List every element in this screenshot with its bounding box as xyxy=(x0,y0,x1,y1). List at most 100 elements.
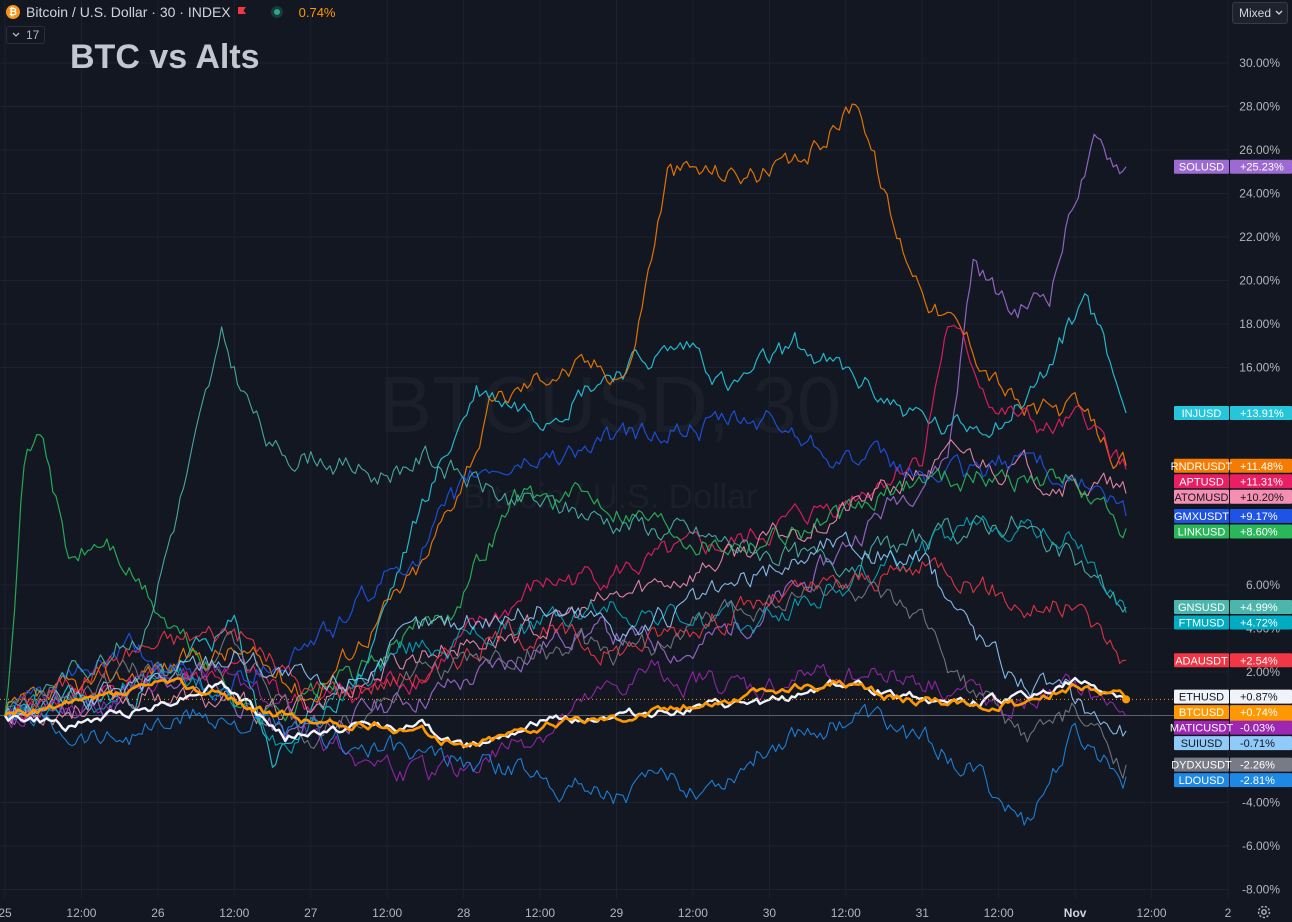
series-label-rndrusdt[interactable]: RNDRUSDT +11.48% xyxy=(1171,458,1292,473)
series-label-ldousd[interactable]: LDOUSD -2.81% xyxy=(1174,773,1292,788)
series-line-gnsusd[interactable] xyxy=(4,326,1127,719)
y-tick-label: 24.00% xyxy=(1239,187,1280,201)
series-name: FTMUSD xyxy=(1179,617,1225,629)
scale-mode-select[interactable]: Mixed xyxy=(1231,2,1288,24)
series-name: GMXUSDT xyxy=(1174,511,1229,523)
series-value-tag xyxy=(1230,405,1292,420)
series-name-tag xyxy=(1174,405,1229,420)
series-label-gmxusdt[interactable]: GMXUSDT +9.17% xyxy=(1174,509,1292,524)
btc-last-point[interactable] xyxy=(1122,695,1131,704)
series-value-tag xyxy=(1230,773,1292,788)
flag-icon[interactable] xyxy=(237,6,247,18)
y-tick-label: -6.00% xyxy=(1242,839,1280,853)
series-name-tag xyxy=(1174,720,1229,735)
series-value: +25.23% xyxy=(1240,162,1284,174)
series-value: +2.54% xyxy=(1240,655,1278,667)
series-name: GNSUSD xyxy=(1178,602,1225,614)
series-name: DYDXUSDT xyxy=(1171,760,1232,772)
series-value-tag xyxy=(1230,615,1292,630)
series-line-suiusd[interactable] xyxy=(4,531,1127,737)
series-line-injusd[interactable] xyxy=(4,293,1127,768)
settings-gear-icon[interactable] xyxy=(1256,904,1272,920)
series-value-tag xyxy=(1230,689,1292,704)
series-label-solusd[interactable]: SOLUSD +25.23% xyxy=(1174,159,1292,174)
chevron-down-icon xyxy=(1275,10,1283,15)
series-label-injusd[interactable]: INJUSD +13.91% xyxy=(1174,405,1292,420)
market-status-icon[interactable] xyxy=(270,6,283,18)
symbol-title[interactable]: Bitcoin / U.S. Dollar · 30 · INDEX xyxy=(26,4,231,20)
series-name-tag xyxy=(1174,159,1229,174)
x-tick-label: 29 xyxy=(610,906,624,920)
series-value-tag xyxy=(1230,736,1292,751)
series-name: APTUSD xyxy=(1179,476,1224,488)
chart-title: BTC vs Alts xyxy=(70,38,260,76)
x-tick-label: 26 xyxy=(151,906,165,920)
series-name-tag xyxy=(1174,653,1229,668)
series-line-adausdt[interactable] xyxy=(4,557,1127,716)
bitcoin-icon: ₿ xyxy=(6,5,20,19)
x-tick-label: 12:00 xyxy=(831,906,861,920)
series-value: +0.74% xyxy=(1240,707,1278,719)
indicator-count: 17 xyxy=(26,28,40,42)
series-name-tag xyxy=(1174,458,1229,473)
series-name-tag xyxy=(1174,509,1229,524)
series-value: -2.81% xyxy=(1240,775,1275,787)
series-name: MATICUSDT xyxy=(1170,723,1234,735)
series-name: SOLUSD xyxy=(1179,162,1224,174)
symbol-header[interactable]: ₿ Bitcoin / U.S. Dollar · 30 · INDEX 0.7… xyxy=(0,0,336,24)
series-name-tag xyxy=(1174,773,1229,788)
series-label-ftmusd[interactable]: FTMUSD +4.72% xyxy=(1174,615,1292,630)
x-tick-label: 12:00 xyxy=(984,906,1014,920)
series-value-tag xyxy=(1230,474,1292,489)
series-line-btcusd[interactable] xyxy=(4,677,1128,748)
series-value: +8.60% xyxy=(1240,527,1278,539)
series-label-linkusd[interactable]: LINKUSD +8.60% xyxy=(1174,524,1292,539)
y-tick-label: 18.00% xyxy=(1239,317,1280,331)
series-line-ftmusd[interactable] xyxy=(4,515,1127,754)
series-label-adausdt[interactable]: ADAUSDT +2.54% xyxy=(1174,653,1292,668)
scale-mode-label: Mixed xyxy=(1238,6,1271,20)
series-label-dydxusdt[interactable]: DYDXUSDT -2.26% xyxy=(1171,757,1292,772)
x-tick-label: 12:00 xyxy=(66,906,96,920)
x-tick-label: 12:00 xyxy=(1137,906,1167,920)
series-value-tag xyxy=(1230,458,1292,473)
series-value: +11.48% xyxy=(1240,461,1283,473)
y-tick-label: 26.00% xyxy=(1239,143,1280,157)
series-value: +9.17% xyxy=(1240,511,1278,523)
series-value: -2.26% xyxy=(1240,760,1275,772)
series-value-tag xyxy=(1230,159,1292,174)
chevron-down-icon xyxy=(12,32,20,37)
x-tick-label: 28 xyxy=(457,906,471,920)
y-tick-label: -8.00% xyxy=(1242,883,1280,897)
series-label-atomusd[interactable]: ATOMUSD +10.20% xyxy=(1174,489,1292,504)
series-value-tag xyxy=(1230,524,1292,539)
series-label-maticusdt[interactable]: MATICUSDT -0.03% xyxy=(1170,720,1292,735)
series-name-tag xyxy=(1174,489,1229,504)
series-label-aptusd[interactable]: APTUSD +11.31% xyxy=(1174,474,1292,489)
x-tick-label: 12:00 xyxy=(372,906,402,920)
y-tick-label: 16.00% xyxy=(1239,361,1280,375)
indicators-toggle-button[interactable]: 17 xyxy=(6,26,46,44)
series-line-dydxusdt[interactable] xyxy=(4,578,1127,779)
y-tick-label: -4.00% xyxy=(1242,796,1280,810)
series-line-ldousd[interactable] xyxy=(4,703,1127,826)
series-name-tag xyxy=(1174,524,1229,539)
series-label-ethusd[interactable]: ETHUSD +0.87% xyxy=(1174,689,1292,704)
x-tick-label: Nov xyxy=(1064,906,1087,920)
y-tick-label: 6.00% xyxy=(1246,578,1280,592)
series-name-tag xyxy=(1174,615,1229,630)
series-name: INJUSD xyxy=(1182,408,1222,420)
x-tick-label: 2 xyxy=(1225,906,1232,920)
series-value: +0.87% xyxy=(1240,692,1278,704)
series-name: LINKUSD xyxy=(1178,527,1226,539)
series-name: BTCUSD xyxy=(1179,707,1224,719)
chart-watermark-subtitle: Bitcoin / U.S. Dollar xyxy=(463,478,758,516)
series-name: ADAUSDT xyxy=(1175,655,1228,667)
series-label-gnsusd[interactable]: GNSUSD +4.99% xyxy=(1174,599,1292,614)
x-tick-label: 30 xyxy=(763,906,777,920)
x-tick-label: 25 xyxy=(0,906,12,920)
series-line-linkusd[interactable] xyxy=(4,434,1127,726)
series-label-suiusd[interactable]: SUIUSD -0.71% xyxy=(1174,736,1292,751)
price-change: 0.74% xyxy=(298,4,336,20)
